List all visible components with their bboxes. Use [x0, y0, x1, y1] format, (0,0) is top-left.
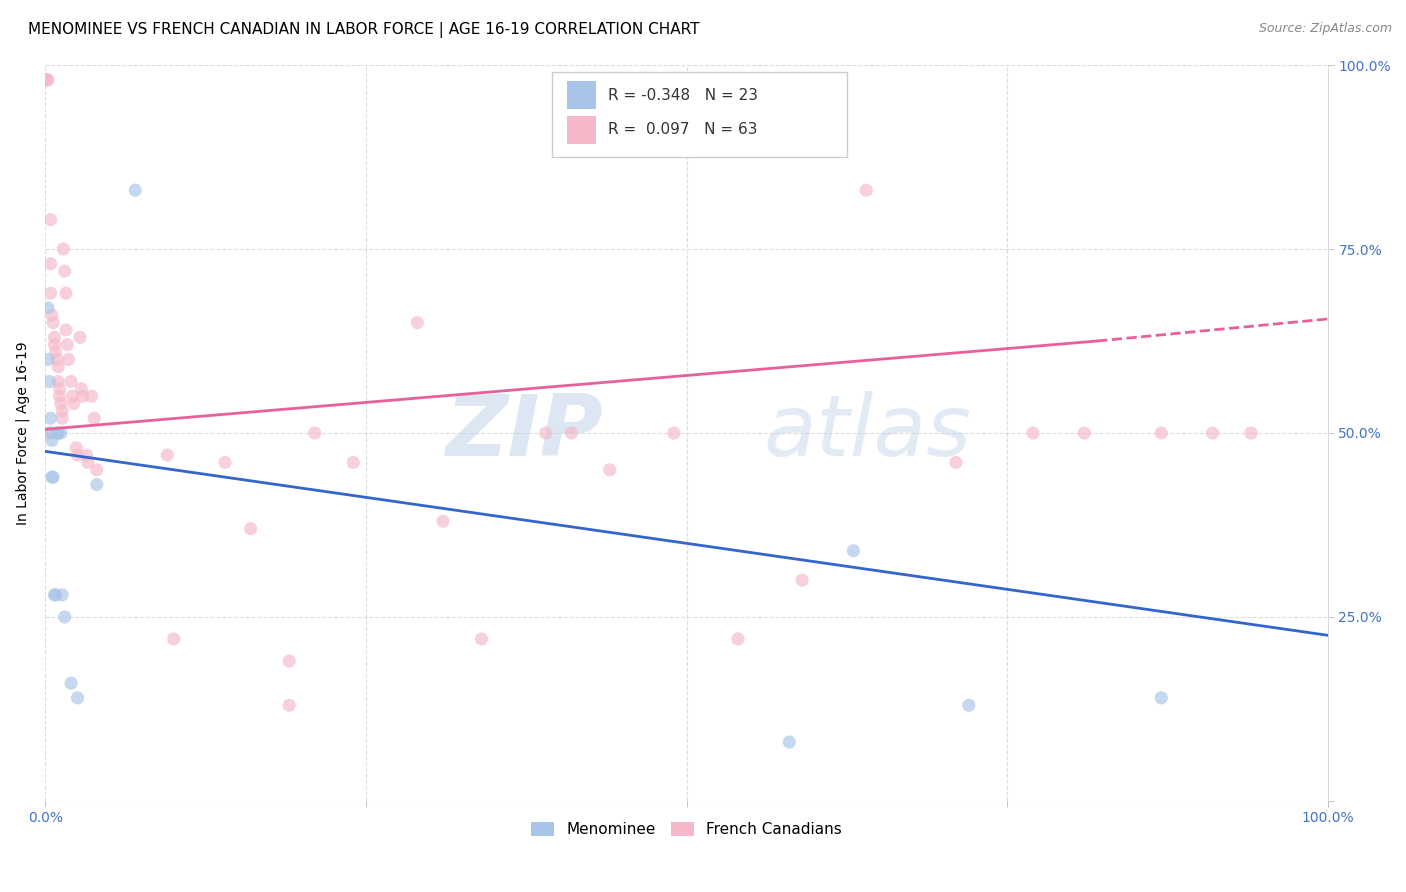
Point	[39, 212, 62, 227]
Point	[51, 411, 73, 425]
Point	[406, 316, 429, 330]
Point	[842, 543, 865, 558]
Point	[46, 359, 69, 374]
Point	[76, 448, 98, 462]
Point	[42, 470, 65, 484]
Y-axis label: In Labor Force | Age 16-19: In Labor Force | Age 16-19	[15, 341, 30, 524]
Point	[69, 330, 91, 344]
Point	[38, 425, 60, 440]
Point	[304, 425, 326, 440]
Point	[778, 735, 800, 749]
Point	[45, 588, 67, 602]
Point	[560, 425, 582, 440]
Point	[66, 448, 89, 462]
Bar	[568, 81, 596, 109]
Point	[278, 698, 301, 713]
Point	[37, 72, 59, 87]
Text: MENOMINEE VS FRENCH CANADIAN IN LABOR FORCE | AGE 16-19 CORRELATION CHART: MENOMINEE VS FRENCH CANADIAN IN LABOR FO…	[28, 22, 700, 38]
Point	[41, 434, 63, 448]
Point	[46, 375, 69, 389]
Point	[163, 632, 186, 646]
Point	[44, 330, 66, 344]
Point	[37, 352, 59, 367]
Point	[35, 72, 58, 87]
Point	[56, 337, 79, 351]
Point	[214, 455, 236, 469]
Text: R =  0.097   N = 63: R = 0.097 N = 63	[609, 122, 758, 137]
Point	[42, 316, 65, 330]
Point	[55, 323, 77, 337]
Point	[662, 425, 685, 440]
Point	[44, 337, 66, 351]
Point	[1150, 690, 1173, 705]
Point	[53, 264, 76, 278]
Point	[60, 375, 83, 389]
Point	[432, 514, 454, 528]
Point	[41, 470, 63, 484]
Point	[1240, 425, 1263, 440]
Point	[727, 632, 749, 646]
Bar	[568, 116, 596, 144]
Point	[48, 389, 70, 403]
Point	[470, 632, 492, 646]
Point	[124, 183, 146, 197]
Point	[44, 588, 66, 602]
Point	[1150, 425, 1173, 440]
Point	[792, 573, 814, 587]
Point	[52, 242, 75, 256]
Point	[278, 654, 301, 668]
Point	[86, 463, 108, 477]
Point	[76, 455, 98, 469]
Point	[39, 425, 62, 440]
Point	[46, 425, 69, 440]
Point	[49, 425, 72, 440]
Point	[48, 382, 70, 396]
Point	[65, 441, 87, 455]
Point	[70, 382, 93, 396]
Point	[945, 455, 967, 469]
Point	[38, 375, 60, 389]
Legend: Menominee, French Canadians: Menominee, French Canadians	[524, 814, 849, 845]
Text: Source: ZipAtlas.com: Source: ZipAtlas.com	[1258, 22, 1392, 36]
Text: ZIP: ZIP	[446, 392, 603, 475]
Point	[39, 286, 62, 301]
Point	[46, 352, 69, 367]
Point	[957, 698, 980, 713]
Point	[41, 308, 63, 322]
Point	[86, 477, 108, 491]
Point	[855, 183, 877, 197]
Point	[72, 389, 94, 403]
Point	[599, 463, 621, 477]
Point	[534, 425, 557, 440]
Point	[51, 404, 73, 418]
FancyBboxPatch shape	[553, 72, 846, 157]
Point	[35, 72, 58, 87]
Point	[156, 448, 179, 462]
Point	[60, 389, 83, 403]
Point	[39, 257, 62, 271]
Point	[80, 389, 103, 403]
Point	[55, 286, 77, 301]
Point	[45, 345, 67, 359]
Text: R = -0.348   N = 23: R = -0.348 N = 23	[609, 87, 758, 103]
Point	[37, 301, 59, 315]
Point	[342, 455, 364, 469]
Text: atlas: atlas	[763, 392, 972, 475]
Point	[53, 610, 76, 624]
Point	[83, 411, 105, 425]
Point	[49, 396, 72, 410]
Point	[46, 425, 69, 440]
Point	[239, 522, 262, 536]
Point	[66, 690, 89, 705]
Point	[60, 676, 83, 690]
Point	[1201, 425, 1223, 440]
Point	[62, 396, 84, 410]
Point	[58, 352, 80, 367]
Point	[51, 588, 73, 602]
Point	[39, 411, 62, 425]
Point	[1022, 425, 1045, 440]
Point	[1073, 425, 1095, 440]
